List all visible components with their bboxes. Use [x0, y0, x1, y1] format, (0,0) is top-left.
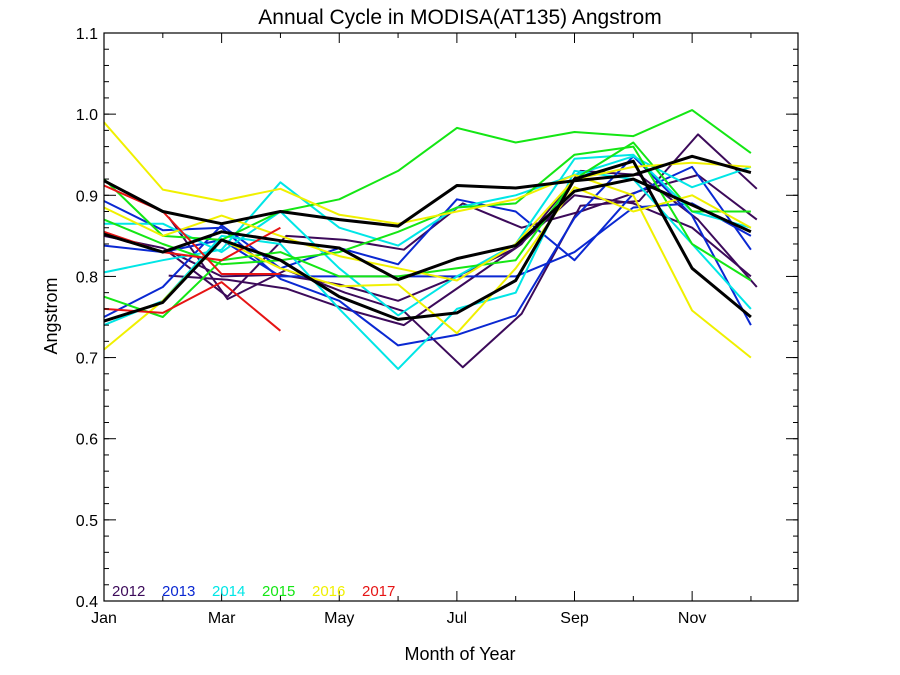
y-tick-label: 0.4 — [76, 594, 98, 611]
y-tick-label: 0.8 — [76, 269, 98, 286]
y-tick-label: 0.9 — [76, 188, 98, 205]
x-tick-label: Sep — [560, 610, 589, 627]
x-tick-label: Jul — [447, 610, 467, 627]
ticks-layer: Jan Mar May Jul Sep Nov 0.4 0.5 0.6 0.7 0.8 0.9 1.0 1… — [76, 26, 798, 627]
legend-item-2015: 2015 — [262, 583, 295, 600]
series-layer — [103, 109, 758, 370]
series-line-mean-19 — [103, 154, 752, 228]
x-tick-label: Jan — [91, 610, 117, 627]
series-line-2014-9 — [103, 169, 752, 370]
x-axis-label: Month of Year — [404, 644, 515, 664]
x-tick-label: Nov — [678, 610, 706, 627]
legend-item-2012: 2012 — [112, 583, 145, 600]
y-tick-label: 0.7 — [76, 351, 98, 368]
series-line-2015-12 — [103, 141, 751, 318]
legend-item-2013: 2013 — [162, 583, 195, 600]
legend-item-2016: 2016 — [312, 583, 345, 600]
y-tick-label: 1.1 — [76, 26, 98, 43]
series-line-2016-13 — [103, 121, 752, 359]
series-line-2013-6 — [103, 202, 752, 278]
y-axis-label: Angstrom — [41, 277, 61, 354]
legend-item-2017: 2017 — [362, 583, 395, 600]
y-tick-label: 0.5 — [76, 513, 98, 530]
x-tick-label: Mar — [208, 610, 236, 627]
series-line-2015-11 — [103, 145, 752, 282]
y-tick-label: 0.6 — [76, 432, 98, 449]
series-line-2016-15 — [103, 161, 751, 282]
x-tick-label: May — [324, 610, 354, 627]
legend: 2012 2013 2014 2015 2016 2017 — [112, 583, 395, 600]
y-tick-label: 1.0 — [76, 107, 98, 124]
series-line-2015-10 — [103, 109, 752, 241]
series-line-mean-20 — [103, 177, 752, 282]
series-line-mean-21 — [103, 159, 752, 323]
chart-title: Annual Cycle in MODISA(AT135) Angstrom — [258, 6, 661, 29]
legend-item-2014: 2014 — [212, 583, 245, 600]
plot-frame — [103, 32, 799, 602]
